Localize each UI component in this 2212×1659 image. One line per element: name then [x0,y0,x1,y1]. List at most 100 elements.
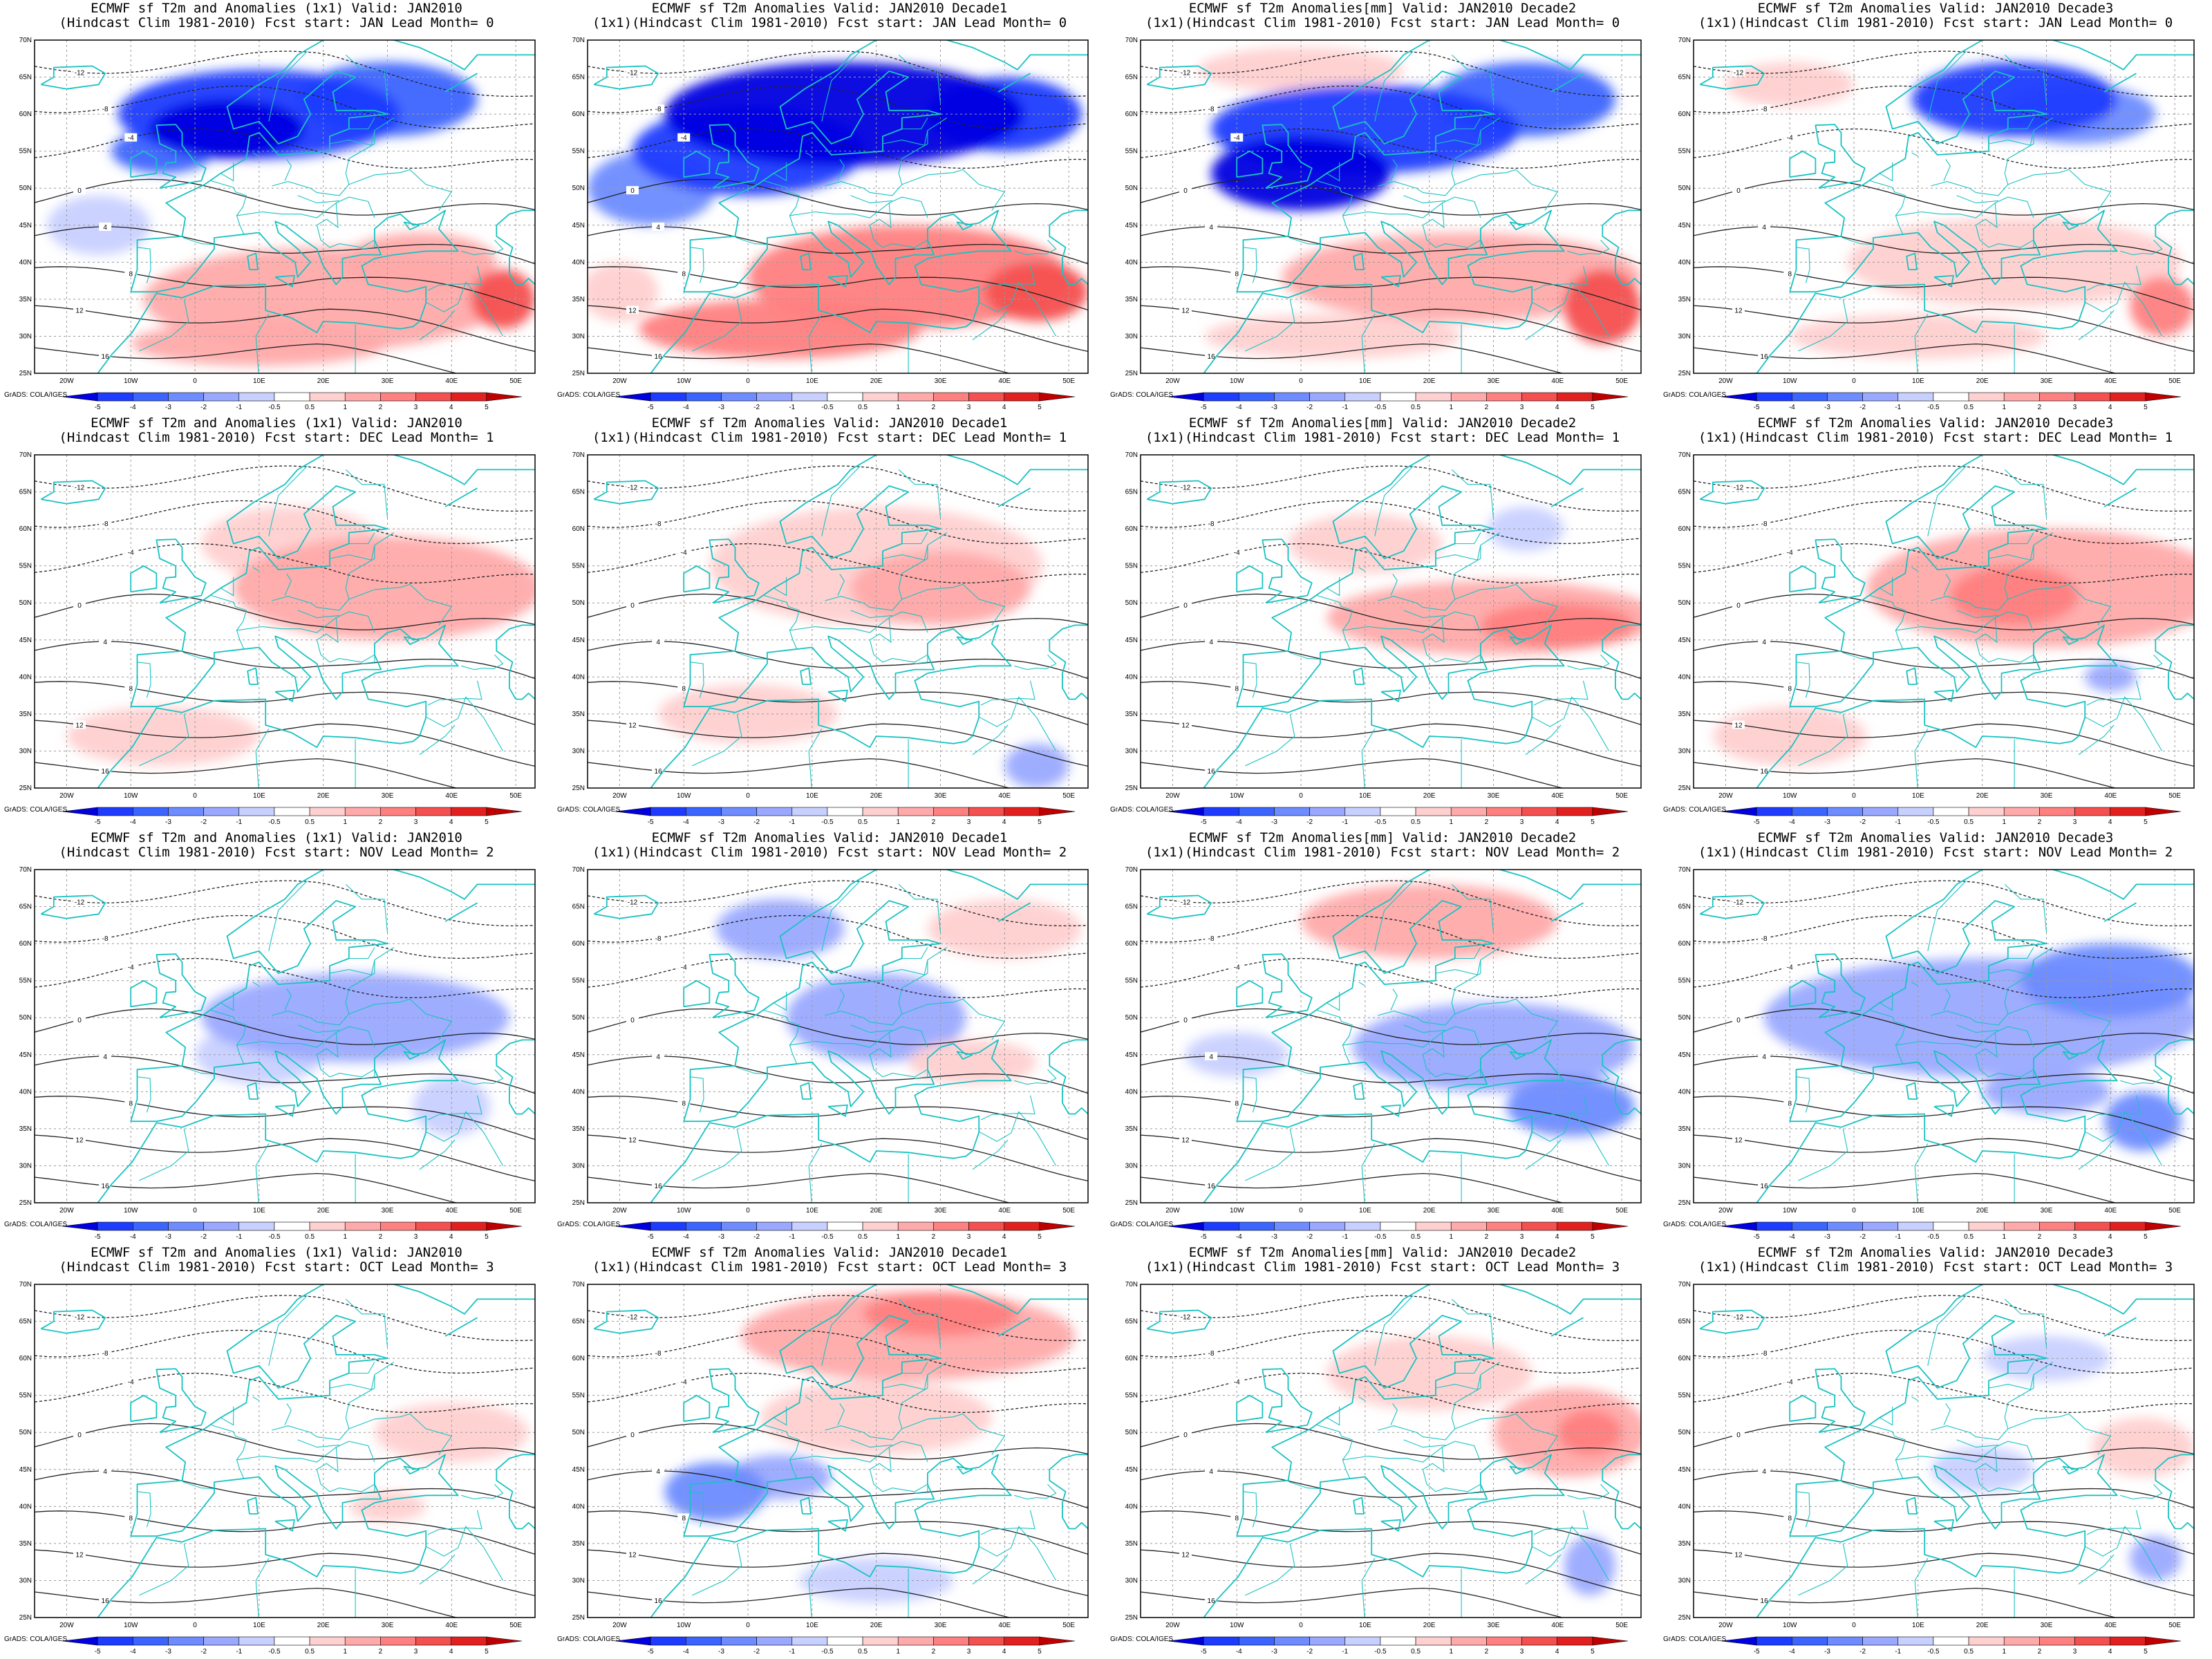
country-border [2004,469,2047,518]
country-border [220,1406,234,1426]
country-border [882,1374,928,1390]
contour-label: 16 [655,1183,663,1190]
colorbar-swatch [862,807,899,816]
climatology-contour [588,1423,1088,1460]
contour-label: 12 [628,1551,637,1559]
colorbar-swatch [1592,392,1629,402]
climatology-contour [588,305,1088,353]
contour-label-bg [1179,601,1192,610]
climatology-contour [1694,305,2194,353]
panel-title-line1: ECMWF sf T2m Anomalies Valid: JAN2010 De… [1757,415,2114,431]
latitude-tick-label: 30N [572,1577,585,1584]
contour-label-bg [73,1015,86,1024]
contour-label: -8 [655,521,662,528]
colorbar-swatch [238,392,275,402]
colorbar-swatch [933,1636,969,1646]
longitude-tick-label: 10E [1912,377,1924,385]
colorbar-tick-label: 4 [449,1648,453,1656]
coastline [403,1465,420,1475]
coastline [1789,1394,1817,1423]
grads-credit: GrADS: COLA/IGES [1110,806,1174,814]
country-border [1361,729,1376,788]
colorbar-swatch [1968,392,2005,402]
colorbar-tick-label: 3 [1520,1233,1524,1241]
contour-label-bg [1230,1513,1244,1522]
coastline [997,902,1031,922]
colorbar-swatch [2039,807,2075,816]
country-border [1988,130,2034,146]
grads-credit: GrADS: COLA/IGES [557,1221,621,1228]
latitude-tick-label: 70N [572,451,585,459]
contour-label: 12 [628,307,637,315]
anomaly-shading [1185,884,1635,1136]
country-border [692,713,742,767]
anomaly-region [1911,62,2117,137]
country-border [1289,652,1320,660]
colorbar-tick-label: -2 [1859,1648,1866,1656]
map-panel: -12 -8 -4 0 4 8 12 16 20W 10W 0 10E 20E 30E 40E 50E 70N 6… [0,0,553,415]
climatology-contour [1141,1008,1641,1045]
country-border [348,998,453,1040]
country-border [2007,947,2054,988]
colorbar-swatch [721,392,757,402]
country-border [2004,54,2047,104]
colorbar-swatch [309,807,346,816]
colorbar-tick-label: -2 [200,1648,207,1656]
latitude-tick-label: 25N [572,370,585,377]
latitude-tick-label: 25N [572,1614,585,1622]
colorbar-swatch [1968,807,2005,816]
contour-label: -4 [128,1379,134,1387]
contour-label-bg [652,637,665,646]
climatology-contour [1141,1295,1641,1342]
colorbar-tick-label: -4 [683,818,689,826]
latitude-tick-label: 65N [19,903,32,911]
country-border [1797,1076,1810,1113]
country-border [1422,617,1481,663]
contour-label: -4 [681,1379,687,1387]
longitude-tick-label: 30E [382,1207,394,1215]
coastline [593,894,659,919]
contour-label: 8 [1235,270,1239,278]
colorbar-swatch [1792,392,1828,402]
coastline [1353,1082,1365,1100]
country-border [2007,1413,2112,1455]
colorbar-swatch [1309,1636,1346,1646]
country-border [419,1554,456,1585]
colorbar-swatch [933,807,969,816]
contour-label: 0 [1183,1017,1188,1024]
longitude-tick-label: 10W [124,1622,138,1629]
latitude-tick-label: 65N [1678,1318,1691,1326]
country-border [1914,1143,1929,1203]
longitude-tick-label: 40E [445,377,458,385]
colorbar-tick-label: 0.5 [1964,1648,1974,1656]
coastline [1509,221,1526,231]
colorbar-swatch [615,392,651,402]
longitude-tick-label: 40E [998,1207,1011,1215]
grads-credit: GrADS: COLA/IGES [1110,391,1174,399]
country-border [837,159,845,181]
coastline [827,1519,848,1532]
contour-label: -8 [1761,1350,1768,1358]
colorbar-swatch [1486,392,1522,402]
longitude-tick-label: 10E [806,792,818,800]
colorbar-swatch [168,1636,204,1646]
latitude-tick-label: 55N [572,148,585,156]
contour-label: 8 [1235,1515,1239,1522]
panel-title-line2: (1x1)(Hindcast Clim 1981-2010) Fcst star… [592,1259,1067,1275]
anomaly-region [2130,276,2194,337]
country-border [329,1374,375,1390]
colorbar-tick-label: 3 [1520,818,1524,826]
country-border [869,1447,928,1492]
coastline [1236,150,1264,178]
colorbar-swatch [1792,807,1828,816]
longitude-tick-label: 50E [1062,792,1075,800]
country-border [345,1298,388,1348]
longitude-tick-label: 40E [998,377,1011,385]
contour-label: -12 [1181,1314,1191,1322]
country-border [1798,299,1848,352]
contour-label-bg [1179,1135,1192,1144]
colorbar-tick-label: -3 [165,1648,171,1656]
colorbar-tick-label: -1 [789,404,795,411]
country-border [805,567,813,572]
